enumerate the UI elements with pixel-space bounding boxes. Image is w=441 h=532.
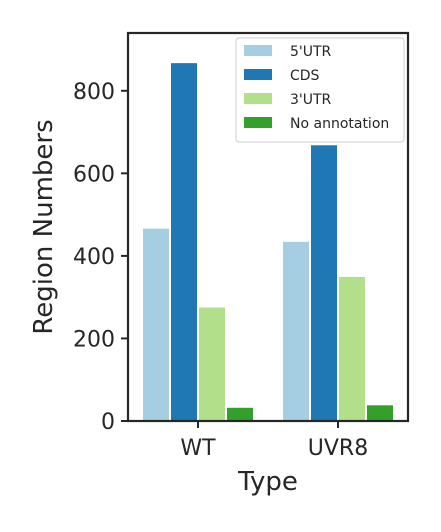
x-tick-label: WT	[180, 436, 216, 461]
y-axis-ticks: 0 200 400 600 800	[73, 80, 128, 435]
y-tick-label: 200	[73, 327, 115, 352]
legend-swatch-3-utr	[244, 93, 272, 104]
legend-label-5-utr: 5'UTR	[290, 44, 332, 60]
x-axis-label: Type	[237, 467, 298, 497]
legend-swatch-no-annotation	[244, 117, 272, 128]
y-tick-label: 0	[101, 410, 115, 435]
bar-uvr8-cds	[311, 145, 337, 421]
legend-label-no-annotation: No annotation	[290, 116, 389, 132]
bar-wt-3-utr	[199, 307, 225, 421]
bar-wt-5-utr	[143, 229, 169, 421]
legend-swatch-cds	[244, 69, 272, 80]
bar-uvr8-no-annotation	[367, 405, 393, 421]
bar-uvr8-5-utr	[283, 242, 309, 421]
legend-label-3-utr: 3'UTR	[290, 92, 332, 108]
y-tick-label: 800	[73, 80, 115, 105]
legend: 5'UTR CDS 3'UTR No annotation	[236, 38, 404, 142]
y-tick-label: 400	[73, 245, 115, 270]
y-tick-label: 600	[73, 162, 115, 187]
bar-uvr8-3-utr	[339, 277, 365, 421]
x-tick-label: UVR8	[308, 436, 368, 461]
legend-swatch-5-utr	[244, 45, 272, 56]
bar-wt-no-annotation	[227, 408, 253, 421]
x-axis-ticks: WT UVR8	[180, 421, 368, 461]
bar-wt-cds	[171, 63, 197, 421]
legend-label-cds: CDS	[290, 68, 320, 84]
y-axis-label: Region Numbers	[29, 119, 59, 334]
